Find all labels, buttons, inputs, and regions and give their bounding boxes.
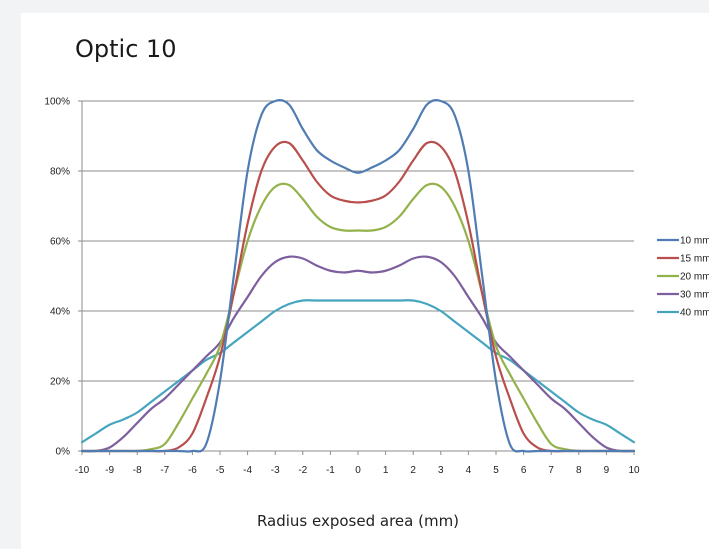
- legend-label: 40 mm: [680, 308, 709, 319]
- x-tick-label: 6: [521, 465, 527, 476]
- series-line: [80, 182, 636, 453]
- y-tick-label: 0%: [56, 447, 71, 458]
- series-lines: [80, 99, 636, 453]
- x-tick-label: -5: [216, 465, 225, 476]
- x-tick-label: 10: [628, 465, 640, 476]
- x-tick-label: 1: [383, 465, 389, 476]
- x-tick-label: -9: [105, 465, 114, 476]
- x-tick-label: 2: [410, 465, 416, 476]
- x-tick-label: -8: [133, 465, 142, 476]
- legend-label: 15 mm: [680, 254, 709, 265]
- x-tick-label: -4: [243, 465, 252, 476]
- series-line: [80, 255, 636, 453]
- y-tick-label: 80%: [50, 167, 70, 178]
- legend-label: 30 mm: [680, 290, 709, 301]
- series-line: [80, 140, 636, 453]
- axes: 0%20%40%60%80%100%-10 -9 -8 -7 -6 -5 -4 -3 -2 -1 0…: [44, 97, 640, 477]
- legend: 10 mm 15 mm 20 mm 30 mm 40 mm: [657, 236, 709, 319]
- y-tick-label: 40%: [50, 307, 70, 318]
- x-tick-label: -7: [160, 465, 169, 476]
- x-tick-label: -6: [188, 465, 197, 476]
- y-tick-label: 100%: [44, 97, 70, 108]
- legend-label: 20 mm: [680, 272, 709, 283]
- x-tick-label: 9: [604, 465, 610, 476]
- gridlines: [82, 100, 634, 382]
- x-tick-label: 5: [493, 465, 499, 476]
- chart-title: Optic 10: [75, 35, 177, 63]
- chart-card: Optic 10: [21, 13, 709, 549]
- x-tick-label: -3: [271, 465, 280, 476]
- series-line: [80, 299, 636, 444]
- y-tick-label: 20%: [50, 377, 70, 388]
- x-tick-label: 7: [548, 465, 554, 476]
- x-tick-label: 0: [355, 465, 361, 476]
- x-tick-label: -10: [75, 465, 90, 476]
- x-tick-label: -1: [326, 465, 335, 476]
- x-tick-label: 3: [438, 465, 444, 476]
- y-tick-label: 60%: [50, 237, 70, 248]
- legend-label: 10 mm: [680, 236, 709, 247]
- x-tick-label: -2: [298, 465, 307, 476]
- x-tick-label: 8: [576, 465, 582, 476]
- series-line: [80, 99, 636, 453]
- x-tick-label: 4: [466, 465, 472, 476]
- x-axis-label: Radius exposed area (mm): [257, 512, 459, 530]
